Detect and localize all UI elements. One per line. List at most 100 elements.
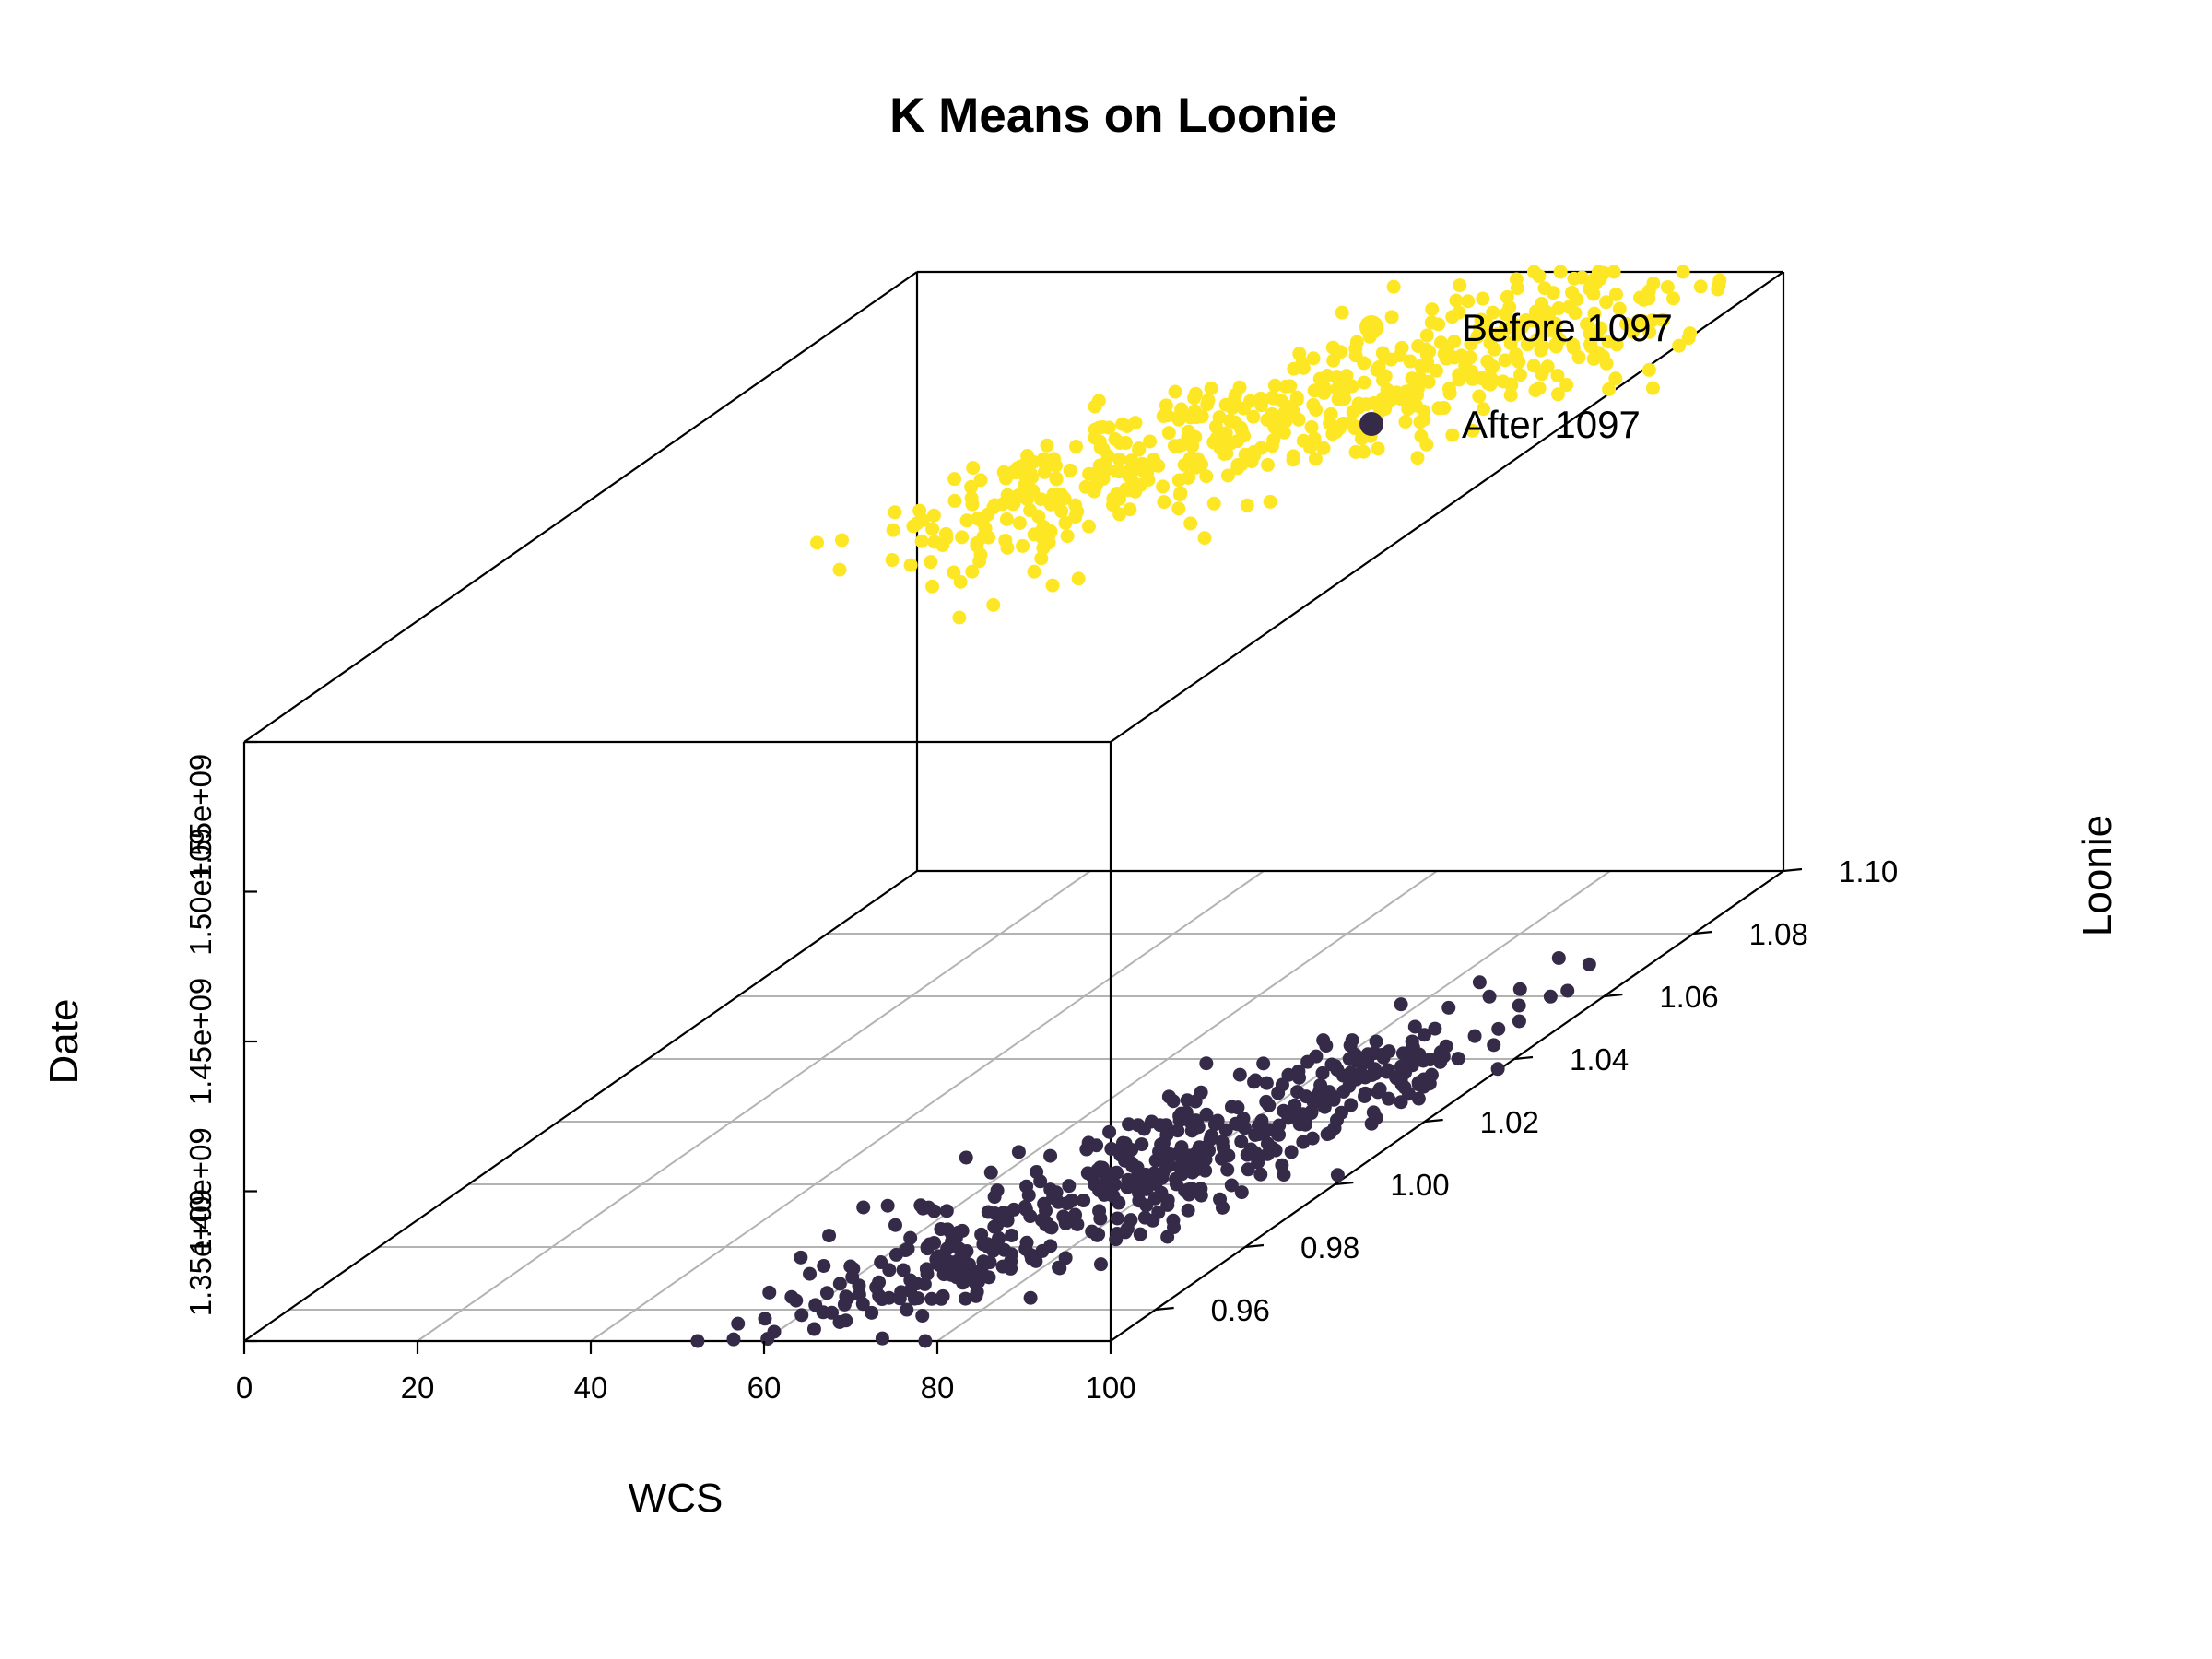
before-point <box>1326 353 1341 368</box>
before-point <box>1277 425 1291 440</box>
before-point <box>1172 488 1187 502</box>
before-point <box>1145 458 1159 473</box>
after-point <box>1093 1257 1108 1272</box>
before-point <box>1625 324 1640 339</box>
after-point <box>990 1183 1005 1198</box>
before-point <box>1194 409 1209 424</box>
after-point <box>1439 1039 1453 1053</box>
before-point <box>1371 441 1385 456</box>
before-point <box>926 508 941 523</box>
before-point <box>1012 515 1027 530</box>
before-point <box>1641 362 1656 377</box>
before-point <box>1132 442 1147 457</box>
before-point <box>925 522 940 536</box>
after-point <box>1344 1065 1359 1080</box>
after-point <box>873 1289 888 1304</box>
after-series-points <box>690 950 1596 1348</box>
before-point <box>1230 434 1244 449</box>
after-point <box>911 1291 925 1306</box>
after-point <box>1262 1098 1277 1112</box>
after-point <box>1428 1021 1442 1036</box>
after-point <box>1313 1077 1328 1092</box>
after-point <box>1330 1168 1345 1182</box>
after-point <box>1062 1179 1077 1194</box>
before-point <box>1384 310 1399 324</box>
before-point <box>1027 564 1041 579</box>
after-point <box>1482 989 1497 1004</box>
after-point <box>1110 1211 1124 1226</box>
before-point <box>1308 452 1323 466</box>
before-point <box>1537 281 1552 296</box>
after-point <box>1224 1100 1239 1114</box>
before-point <box>1171 501 1186 516</box>
after-point <box>929 1252 944 1266</box>
before-point <box>1449 293 1464 308</box>
after-point <box>808 1298 823 1312</box>
before-point <box>1000 540 1015 555</box>
before-point <box>1037 455 1052 470</box>
after-point <box>1132 1175 1147 1190</box>
before-point <box>1412 371 1427 385</box>
before-point <box>1240 498 1254 512</box>
before-point <box>1498 353 1512 368</box>
before-point <box>1676 265 1690 279</box>
before-point <box>970 538 984 553</box>
before-point <box>903 558 918 572</box>
before-point <box>1476 291 1490 306</box>
before-point <box>959 513 974 528</box>
before-point <box>1376 370 1391 384</box>
before-point <box>1474 312 1488 327</box>
before-point <box>947 493 962 508</box>
z-tick-label: 1.50e+09 <box>183 828 218 956</box>
before-point <box>1437 401 1452 416</box>
after-point <box>1029 1253 1043 1268</box>
after-point <box>1058 1251 1073 1265</box>
after-point <box>1161 1152 1176 1167</box>
after-point <box>843 1259 858 1274</box>
after-point <box>1316 1092 1331 1107</box>
before-point <box>1398 415 1413 429</box>
z-tick-label: 1.35e+09 <box>183 1189 218 1317</box>
after-point <box>1220 1162 1235 1177</box>
after-point <box>1192 1160 1206 1175</box>
after-point <box>1023 1290 1038 1305</box>
after-point <box>1004 1247 1018 1262</box>
y-tick-label: 1.00 <box>1390 1168 1449 1202</box>
after-point <box>856 1200 871 1215</box>
before-point <box>1023 465 1038 480</box>
after-point <box>1018 1241 1033 1256</box>
after-point <box>1052 1260 1066 1275</box>
after-point <box>1135 1137 1149 1152</box>
after-point <box>1043 1239 1058 1253</box>
before-point <box>1599 295 1614 310</box>
y-tick-mark <box>1335 1181 1354 1186</box>
before-point <box>1488 342 1502 357</box>
after-point <box>1329 1112 1344 1127</box>
before-point <box>1665 291 1680 306</box>
before-point <box>1199 469 1214 484</box>
after-point <box>1243 1142 1258 1157</box>
before-point <box>1410 451 1425 465</box>
before-point <box>1586 351 1601 366</box>
before-point <box>1201 393 1216 407</box>
y-tick-label: 1.10 <box>1839 854 1898 888</box>
before-point <box>986 597 1001 612</box>
after-point <box>1284 1145 1299 1159</box>
grid-line-x <box>417 870 1091 1342</box>
after-point <box>1304 1106 1319 1121</box>
before-point <box>996 465 1011 479</box>
before-point <box>1320 369 1335 383</box>
after-point <box>1366 1105 1381 1120</box>
before-point <box>1051 491 1065 506</box>
after-point <box>865 1305 879 1320</box>
after-point <box>1275 1158 1289 1172</box>
before-point <box>964 479 979 494</box>
before-point <box>1204 381 1218 395</box>
before-point <box>1143 434 1158 449</box>
after-point <box>1490 1062 1505 1077</box>
before-point <box>1500 289 1514 304</box>
before-point <box>1091 394 1106 408</box>
after-point <box>1372 1082 1387 1097</box>
legend-label-before: Before 1097 <box>1462 306 1673 349</box>
after-point <box>958 1291 972 1306</box>
